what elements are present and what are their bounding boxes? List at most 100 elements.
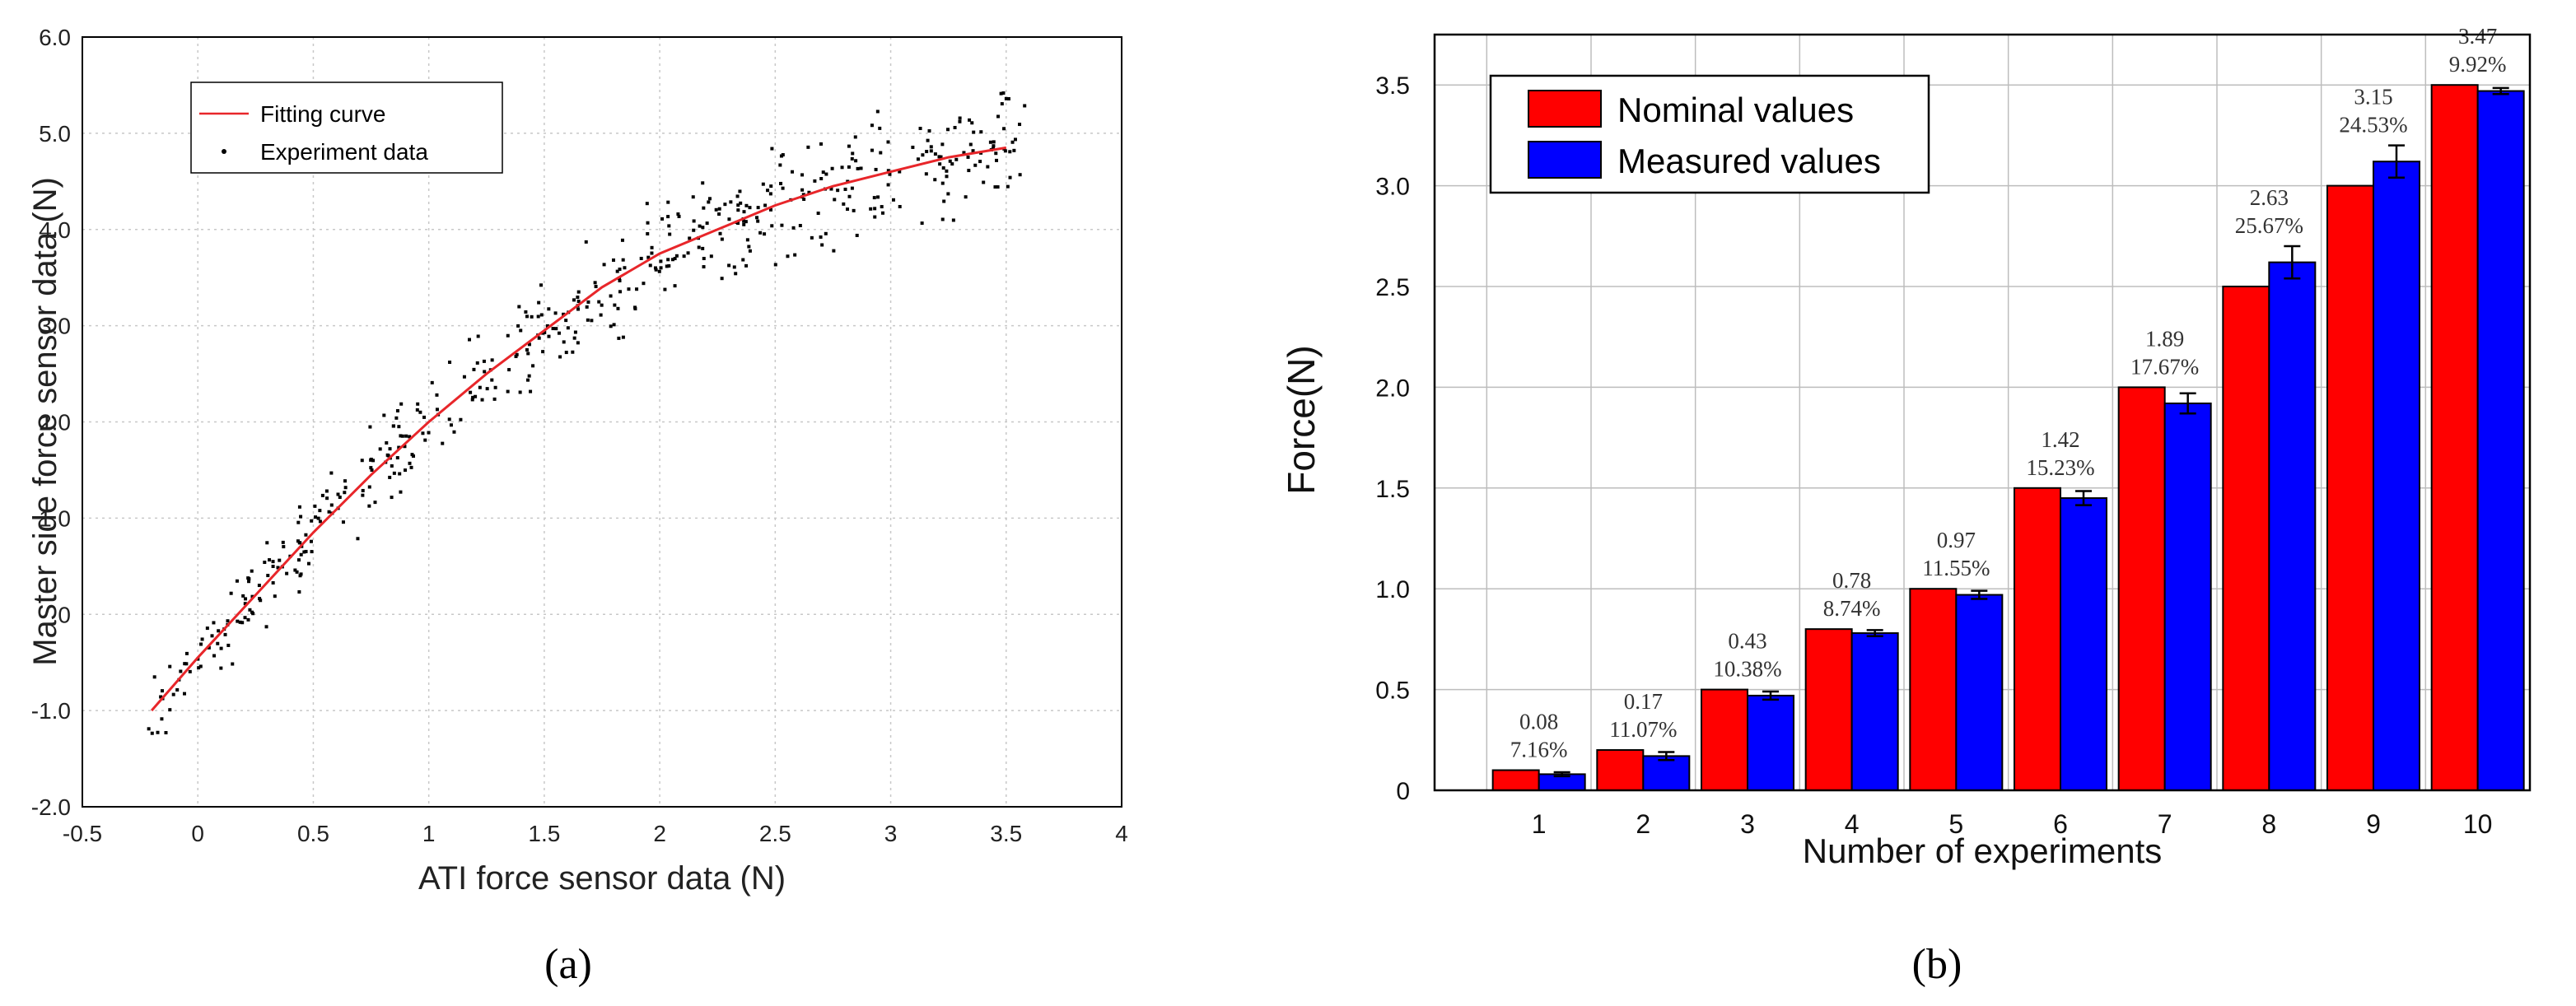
- x-tick-label: 6: [2053, 809, 2068, 839]
- annotation-percent: 10.38%: [1713, 657, 1781, 682]
- scatter-point: [742, 222, 746, 226]
- legend-nominal-label: Nominal values: [1617, 91, 1854, 129]
- scatter-point: [609, 324, 613, 328]
- scatter-point: [179, 669, 183, 673]
- scatter-point: [686, 251, 690, 255]
- legend-measured-swatch: [1528, 141, 1602, 179]
- scatter-point: [748, 249, 752, 253]
- scatter-point: [973, 163, 978, 167]
- x-tick-label: 7: [2158, 809, 2172, 839]
- scatter-point: [526, 378, 530, 382]
- scatter-point: [576, 290, 581, 294]
- scatter-point: [343, 486, 348, 490]
- scatter-point: [780, 223, 784, 227]
- scatter-point: [727, 217, 731, 221]
- scatter-point: [859, 166, 863, 170]
- annotation-percent: 15.23%: [2026, 455, 2094, 480]
- scatter-point: [343, 479, 347, 483]
- scatter-point: [1006, 184, 1010, 189]
- scatter-point: [399, 434, 403, 438]
- annotation-value: 0.43: [1728, 629, 1766, 654]
- plot-area-frame: [1433, 33, 2532, 792]
- scatter-point: [524, 310, 528, 314]
- scatter-point: [702, 265, 706, 269]
- scatter-point: [600, 303, 604, 307]
- y-tick-label: 3.0: [1375, 174, 1410, 201]
- x-tick-label: 0.5: [297, 821, 329, 846]
- scatter-point: [646, 231, 650, 235]
- legend-nominal-swatch: [1528, 90, 1602, 128]
- bar-measured: [2268, 261, 2317, 791]
- y-tick-label: 6.0: [39, 25, 71, 50]
- scatter-point: [946, 128, 950, 132]
- scatter-point: [991, 147, 995, 151]
- scatter-point: [1018, 123, 1022, 127]
- scatter-point: [611, 258, 615, 262]
- scatter-point: [778, 163, 782, 167]
- scatter-point: [692, 219, 696, 223]
- scatter-point: [452, 430, 456, 434]
- scatter-point: [584, 240, 588, 244]
- scatter-point: [404, 468, 408, 473]
- scatter-point: [612, 323, 616, 327]
- scatter-point: [768, 192, 772, 196]
- scatter-point: [648, 263, 652, 268]
- scatter-point: [766, 189, 770, 193]
- scatter-point: [667, 224, 671, 228]
- scatter-point: [586, 300, 590, 304]
- scatter-point: [670, 258, 674, 262]
- scatter-point: [553, 311, 558, 315]
- scatter-point: [813, 179, 817, 183]
- scatter-point: [422, 415, 427, 419]
- scatter-point: [400, 434, 404, 438]
- scatter-point: [430, 380, 434, 384]
- scatter-point: [918, 127, 922, 131]
- y-axis-title: Force(N): [1280, 345, 1323, 494]
- scatter-point: [168, 708, 172, 712]
- scatter-point: [755, 216, 759, 220]
- scatter-point: [763, 232, 767, 236]
- y-tick-label: 5.0: [39, 121, 71, 147]
- scatter-point: [707, 200, 711, 204]
- scatter-point: [941, 166, 945, 170]
- scatter-point: [243, 602, 247, 606]
- scatter-point: [786, 254, 790, 258]
- scatter-point: [840, 165, 844, 170]
- x-tick-label: 3: [1740, 809, 1755, 839]
- scatter-point: [946, 192, 950, 196]
- scatter-point: [226, 643, 231, 647]
- annotation-value: 2.63: [2250, 185, 2289, 210]
- bar-nominal: [1909, 588, 1958, 792]
- scatter-point: [927, 129, 931, 133]
- scatter-point: [216, 641, 220, 645]
- legend-measured-label: Measured values: [1617, 142, 1881, 180]
- scatter-point: [285, 571, 289, 575]
- scatter-point: [507, 368, 511, 372]
- scatter-point: [779, 154, 783, 158]
- scatter-point: [816, 212, 820, 216]
- scatter-point: [171, 692, 175, 696]
- chart-a-scatter-plot: -0.5 0 0.5 1 1.5 2 2.5 3 3.5 4 -2.0 -1.0 0 1.0 2.0 3.0…: [27, 25, 1128, 988]
- scatter-point: [888, 172, 892, 176]
- scatter-point: [483, 370, 487, 374]
- scatter-point: [518, 390, 522, 394]
- y-tick-label: -2.0: [31, 794, 71, 820]
- scatter-point: [994, 151, 998, 156]
- scatter-point: [938, 162, 942, 166]
- scatter-point: [996, 185, 1000, 189]
- scatter-point: [720, 277, 724, 281]
- scatter-point: [650, 251, 654, 255]
- scatter-point: [653, 266, 657, 270]
- scatter-point: [995, 158, 999, 162]
- scatter-point: [954, 157, 959, 161]
- scatter-point: [205, 626, 209, 631]
- scatter-point: [701, 226, 705, 230]
- plot-area-frame: [82, 36, 1122, 808]
- scatter-point: [779, 181, 783, 185]
- scatter-point: [238, 620, 242, 624]
- scatter-point: [296, 520, 301, 524]
- scatter-point: [310, 550, 314, 554]
- scatter-point: [448, 361, 452, 365]
- scatter-point: [594, 285, 598, 289]
- scatter-point: [309, 539, 313, 543]
